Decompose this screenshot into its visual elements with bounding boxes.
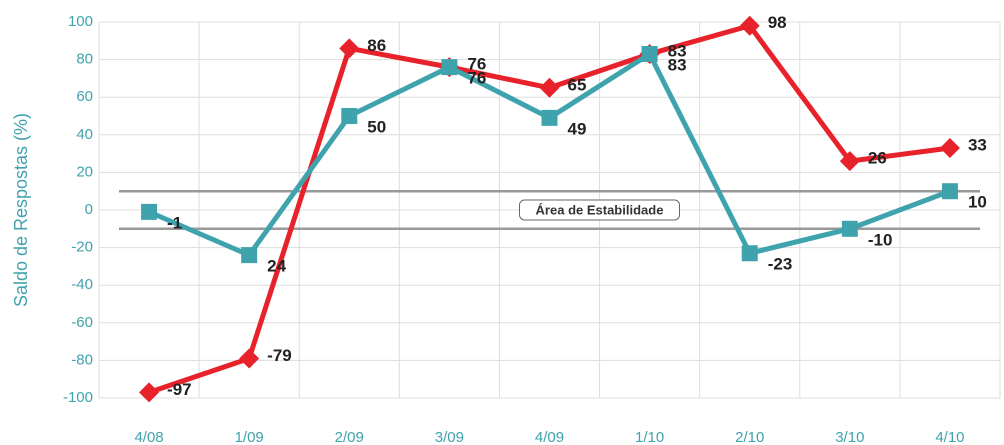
y-tick-label: 40: [76, 126, 93, 143]
data-label: 98: [768, 13, 787, 32]
marker: [841, 220, 858, 237]
y-tick-label: 60: [76, 88, 93, 105]
data-label: 49: [568, 119, 587, 138]
data-label: -23: [768, 255, 793, 274]
x-tick-label: 2/09: [335, 429, 364, 445]
x-tick-label: 2/10: [735, 429, 764, 445]
marker: [939, 137, 960, 158]
marker: [141, 203, 158, 220]
marker: [539, 77, 560, 98]
y-tick-label: 0: [85, 201, 93, 218]
data-label: 50: [367, 117, 386, 136]
data-label: 33: [968, 135, 987, 154]
x-tick-label: 4/09: [535, 429, 564, 445]
y-tick-label: 100: [68, 13, 93, 30]
y-axis-label: Saldo de Respostas (%): [11, 113, 31, 307]
x-tick-label: 4/10: [935, 429, 964, 445]
marker: [239, 348, 260, 369]
data-label: 24: [267, 257, 286, 276]
x-tick-label: 3/09: [435, 429, 464, 445]
x-tick-label: 4/08: [134, 429, 163, 445]
marker: [441, 59, 458, 76]
marker: [339, 38, 360, 59]
annotation-box: [519, 199, 680, 221]
marker: [241, 247, 258, 264]
x-tick-label: 1/10: [635, 429, 664, 445]
data-label: 65: [568, 75, 587, 94]
marker: [839, 151, 860, 172]
data-label: 10: [968, 193, 987, 212]
data-label: 76: [467, 69, 486, 88]
data-label: -79: [267, 346, 292, 365]
data-label: 76: [467, 55, 486, 74]
x-tick-label: 3/10: [835, 429, 864, 445]
marker: [641, 45, 658, 62]
marker: [341, 108, 358, 124]
data-label: 86: [367, 36, 386, 55]
marker: [139, 382, 160, 403]
y-tick-label: -60: [71, 314, 93, 331]
data-label: -97: [167, 380, 192, 399]
y-tick-label: -20: [71, 239, 93, 256]
data-label: -10: [868, 230, 893, 249]
x-tick-label: 1/09: [235, 429, 264, 445]
data-label: 83: [668, 41, 687, 60]
data-label: 83: [668, 55, 687, 74]
marker: [941, 183, 958, 200]
y-tick-label: -80: [71, 351, 93, 368]
marker: [741, 245, 758, 262]
data-label: -1: [167, 213, 182, 232]
annotation: Área de Estabilidade: [536, 202, 664, 217]
y-tick-label: -100: [63, 389, 93, 406]
data-label: 26: [868, 149, 887, 168]
y-tick-label: -40: [71, 276, 93, 293]
marker: [541, 109, 558, 126]
y-tick-label: 20: [76, 163, 93, 180]
marker: [739, 15, 760, 36]
y-tick-label: 80: [76, 51, 93, 68]
